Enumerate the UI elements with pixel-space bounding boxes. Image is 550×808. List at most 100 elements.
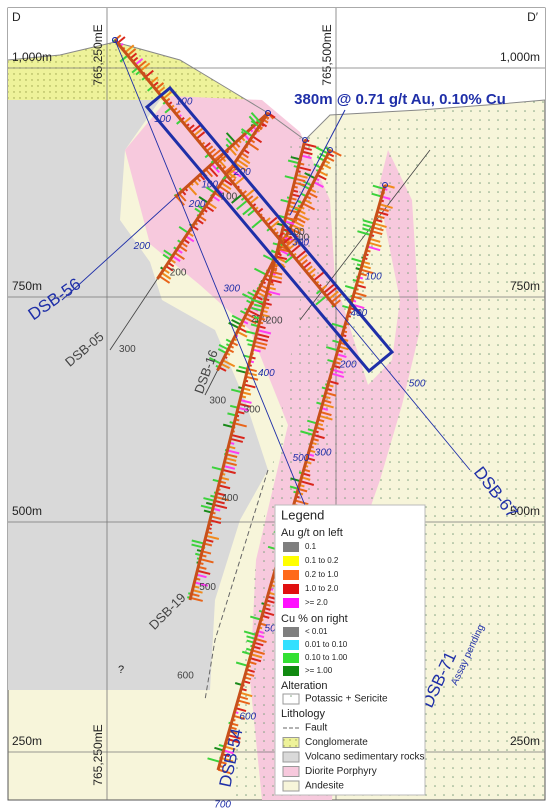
au-tick [220, 182, 232, 191]
au-tick [223, 165, 234, 174]
legend-label: 1.0 to 2.0 [305, 584, 339, 593]
au-tick [371, 230, 383, 236]
au-tick [194, 581, 209, 587]
cu-tick [236, 199, 249, 210]
au-tick [338, 345, 349, 351]
au-tick [307, 191, 318, 199]
legend-label: 0.1 to 0.2 [305, 556, 339, 565]
au-tick [223, 178, 233, 186]
au-tick [222, 359, 236, 368]
au-tick [238, 695, 249, 701]
legend-swatch [282, 766, 300, 777]
au-tick [223, 749, 234, 755]
depth-label: 300 [223, 283, 240, 294]
au-tick [301, 150, 313, 156]
au-tick [239, 691, 253, 698]
legend-label: >= 2.0 [305, 598, 328, 607]
au-tick [187, 184, 198, 196]
intercept-box [144, 85, 395, 374]
au-tick [144, 69, 154, 78]
cu-tick [238, 365, 249, 370]
cu-tick [198, 195, 209, 204]
au-tick [313, 434, 325, 440]
cu-tick [362, 227, 373, 233]
au-tick [236, 158, 249, 168]
au-tick [209, 519, 222, 525]
au-tick [226, 166, 238, 177]
au-tick [367, 245, 381, 252]
au-tick [293, 220, 305, 228]
hole-core [216, 184, 387, 771]
au-tick [330, 293, 342, 303]
hole-core [188, 139, 307, 601]
depth-label: 200 [188, 199, 206, 210]
au-tick [254, 340, 268, 346]
cu-tick [225, 137, 234, 146]
cu-tick [287, 159, 300, 165]
au-tick [275, 255, 288, 261]
au-tick [267, 112, 276, 119]
au-tick [295, 249, 308, 260]
cu-tick [284, 255, 294, 264]
au-tick [328, 380, 339, 385]
au-tick [227, 734, 241, 740]
cu-tick [325, 346, 339, 352]
cu-tick [242, 205, 254, 216]
cu-tick [362, 219, 375, 225]
au-tick [270, 274, 283, 280]
elevation-label: 750m [510, 279, 540, 293]
au-tick [253, 344, 266, 350]
au-tick [235, 707, 247, 713]
cu-tick [250, 615, 262, 621]
legend-title: Legend [281, 507, 324, 522]
au-tick [210, 515, 222, 520]
au-tick [231, 433, 245, 440]
depth-label: 400 [258, 368, 275, 379]
cu-tick [290, 477, 301, 483]
legend-box [274, 504, 426, 796]
depth-label: 200 [266, 316, 283, 327]
au-tick [218, 484, 231, 490]
cu-tick [344, 284, 356, 290]
au-tick [368, 241, 382, 248]
au-tick [243, 383, 256, 389]
cu-tick [300, 430, 314, 436]
au-tick [313, 181, 324, 188]
au-tick [244, 316, 257, 325]
au-tick [269, 278, 282, 284]
au-tick [236, 330, 248, 338]
legend-swatch [283, 570, 299, 580]
cu-tick [253, 303, 264, 308]
cu-tick [315, 146, 329, 155]
au-tick [372, 226, 384, 232]
au-tick [300, 154, 312, 160]
au-tick [300, 480, 315, 486]
au-tick [237, 406, 250, 412]
au-tick [378, 207, 389, 212]
au-tick [294, 181, 307, 187]
au-tick [325, 286, 338, 297]
legend: Legend Au g/t on left 0.1 0.1 to 0.2 0.2 to … [274, 504, 426, 796]
easting-label: 765,250mE [91, 724, 105, 785]
au-tick [369, 237, 381, 243]
au-tick [271, 270, 283, 276]
au-tick [332, 368, 344, 374]
au-tick [245, 313, 258, 321]
au-tick [251, 135, 263, 144]
section-left: D [12, 10, 21, 24]
au-tick [134, 57, 144, 66]
au-tick [233, 714, 246, 720]
legend-swatch [283, 598, 299, 608]
au-tick [155, 82, 165, 91]
leader [289, 109, 346, 216]
cu-tick [246, 330, 257, 335]
au-tick [213, 503, 228, 510]
depth-label: 100 [201, 180, 218, 191]
depth-label: 200 [170, 268, 187, 279]
cu-tick [178, 225, 189, 234]
au-tick [256, 291, 267, 298]
cu-tick [251, 218, 264, 229]
au-tick [318, 414, 333, 421]
depth-label: 300 [209, 396, 226, 407]
